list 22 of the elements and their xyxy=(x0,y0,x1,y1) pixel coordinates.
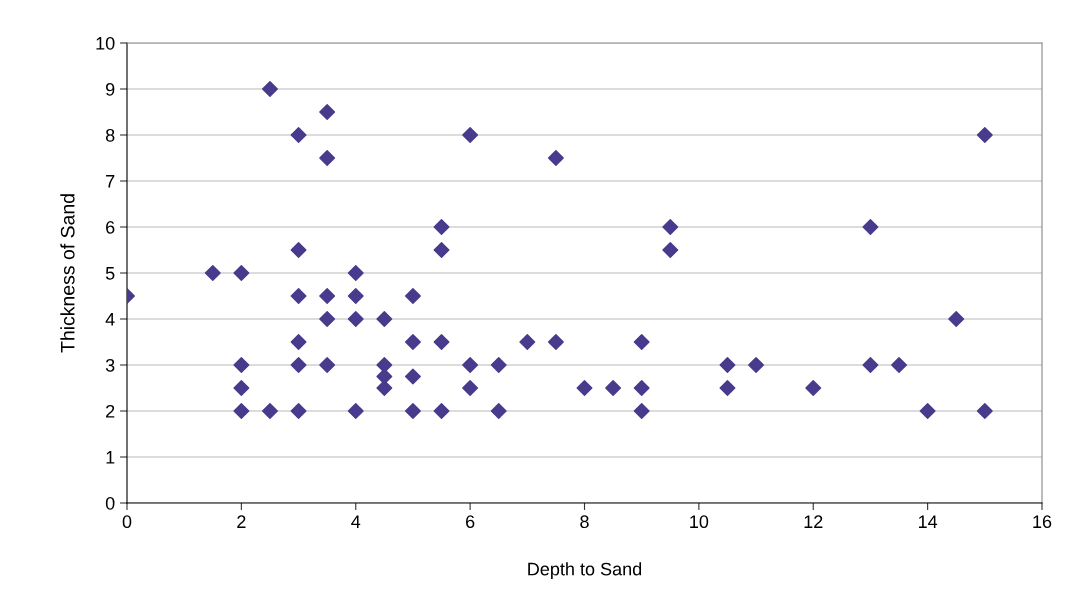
y-tick-label: 4 xyxy=(105,313,115,326)
x-tick-label: 16 xyxy=(1033,515,1052,529)
y-tick-label: 5 xyxy=(105,267,115,280)
y-tick-label: 2 xyxy=(106,404,115,418)
x-tick-label: 6 xyxy=(466,515,475,529)
y-tick-label: 10 xyxy=(96,36,115,50)
y-axis-title: Thickness of Sand xyxy=(60,194,75,353)
y-tick-label: 3 xyxy=(105,358,115,372)
y-tick-label: 1 xyxy=(106,451,115,464)
x-tick-label: 12 xyxy=(804,515,823,528)
x-axis-title: Depth to Sand xyxy=(528,562,642,580)
y-tick-label: 0 xyxy=(105,496,115,510)
y-tick-label: 7 xyxy=(106,175,115,188)
x-tick-label: 2 xyxy=(237,515,246,528)
y-tick-label: 8 xyxy=(105,128,115,142)
y-tick-label: 9 xyxy=(106,82,115,96)
x-tick-label: 14 xyxy=(918,515,938,528)
x-tick-label: 4 xyxy=(351,515,361,528)
y-tick-label: 6 xyxy=(106,220,115,234)
x-tick-label: 0 xyxy=(122,515,132,529)
x-tick-label: 8 xyxy=(580,515,589,529)
x-tick-label: 10 xyxy=(690,515,709,529)
